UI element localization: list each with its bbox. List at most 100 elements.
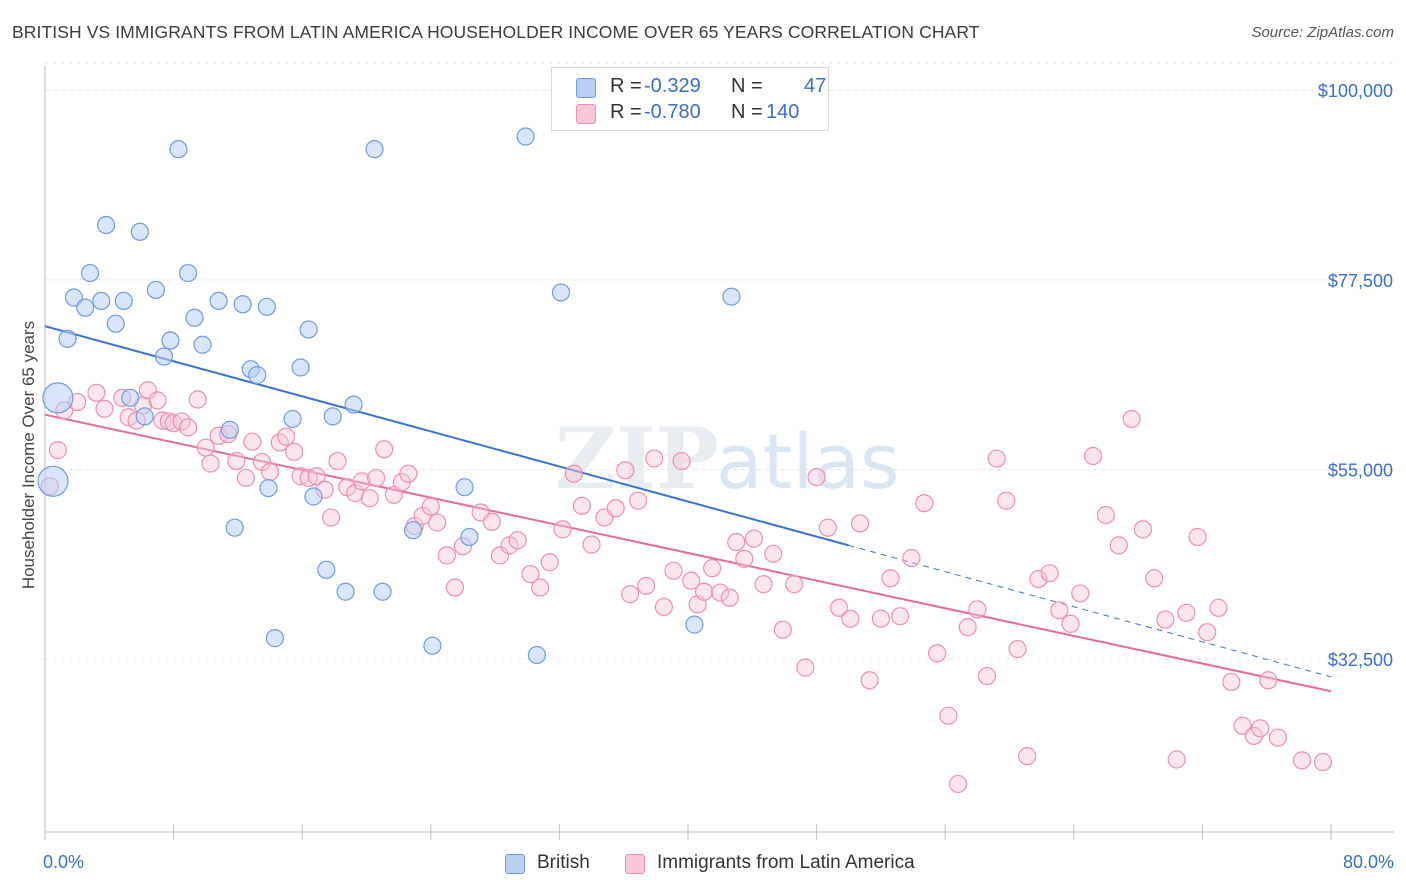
british-point [193,335,212,354]
immigrants-point [902,548,921,568]
immigrants-point [948,774,968,794]
immigrants-point [428,513,447,532]
immigrants-point [1259,671,1278,690]
immigrants-point [285,442,304,461]
british-point [220,420,239,439]
immigrants-point [744,529,764,548]
n-value: 140 [766,101,800,123]
immigrants-point [672,451,691,471]
immigrants-point [1209,598,1228,617]
immigrants-point [48,441,67,460]
immigrants-point [1233,716,1252,735]
x-min-label: 0.0% [43,852,85,872]
immigrants-point [1188,527,1207,547]
immigrants-point [236,468,256,488]
british-point [161,331,180,350]
chart-source: Source: ZipAtlas.com [1251,24,1394,41]
british-point [283,409,302,429]
british-point [299,320,318,339]
immigrants-point [1029,569,1048,589]
immigrants-point [178,418,198,437]
british-swatch [576,78,596,98]
british-point [185,308,204,327]
immigrants-point [1167,750,1186,769]
immigrants-point [711,583,730,602]
immigrants-point [860,671,879,690]
immigrants-point [531,578,550,597]
british-point [135,407,154,426]
immigrants-point [1156,610,1175,629]
immigrants-point [1292,751,1312,770]
svg-text:atlas: atlas [716,417,900,506]
immigrants-point [1040,564,1059,583]
r-label: R = [610,101,642,123]
british-point [304,487,323,506]
immigrants-point [360,489,379,508]
immigrants-point [807,467,826,487]
x-max-label: 80.0% [1342,852,1394,872]
british-point [114,291,133,311]
legend-label: British [537,852,590,873]
immigrants-point [1109,536,1128,555]
immigrants-point [521,564,540,584]
british-point [722,287,741,306]
immigrants-point [445,578,465,597]
immigrants-point [227,451,246,471]
british-trend-line [44,325,850,547]
british-point [178,263,198,283]
british-trend-extension [848,544,1332,678]
british-point [317,560,336,579]
immigrants-point [1008,639,1027,659]
y-tick-label: $100,000 [1318,81,1393,101]
immigrants-point [850,514,870,533]
immigrants-point [1145,569,1164,588]
immigrants-swatch [576,104,596,124]
british-point [233,295,252,314]
immigrants-point [720,588,739,607]
immigrants-point [871,609,891,628]
immigrants-point [1177,603,1196,622]
british-point [121,388,140,407]
immigrants-point [664,561,683,580]
immigrants-point [1061,614,1080,633]
immigrants-point [764,544,783,563]
immigrants-point [841,609,860,628]
immigrants-point [148,391,167,410]
immigrants-point [1083,446,1103,466]
immigrants-point [1096,505,1116,525]
immigrants-point [784,575,804,594]
immigrants-point [1198,623,1217,642]
immigrants-point [553,520,572,539]
immigrants-point [621,585,640,604]
immigrants-point [352,472,371,491]
immigrants-point [243,432,262,451]
r-value: -0.780 [644,101,701,123]
british-point [460,527,479,547]
legend-label: Immigrants from Latin America [657,852,915,873]
british-point [551,283,571,302]
british-point [291,358,310,377]
immigrants-point [322,508,341,527]
immigrants-point [1071,584,1090,603]
immigrants-point [958,618,977,637]
immigrants-point [637,576,656,595]
british-point [130,222,149,241]
immigrants-point [703,559,722,578]
immigrants-point [1133,520,1153,539]
british-point [257,297,276,316]
immigrants-point [95,399,114,418]
trend-lines [44,325,1332,693]
british-point [37,465,69,497]
data-points [37,127,1333,794]
immigrants-point [307,467,326,486]
immigrants-point [1244,726,1263,745]
y-tick-label: $55,000 [1328,461,1393,481]
british-point [455,478,474,497]
immigrants-point [830,598,849,617]
immigrants-point [796,658,815,677]
immigrants-point [915,494,934,513]
british-point [323,407,342,426]
immigrants-point [188,390,207,409]
immigrants-point [1018,747,1037,766]
